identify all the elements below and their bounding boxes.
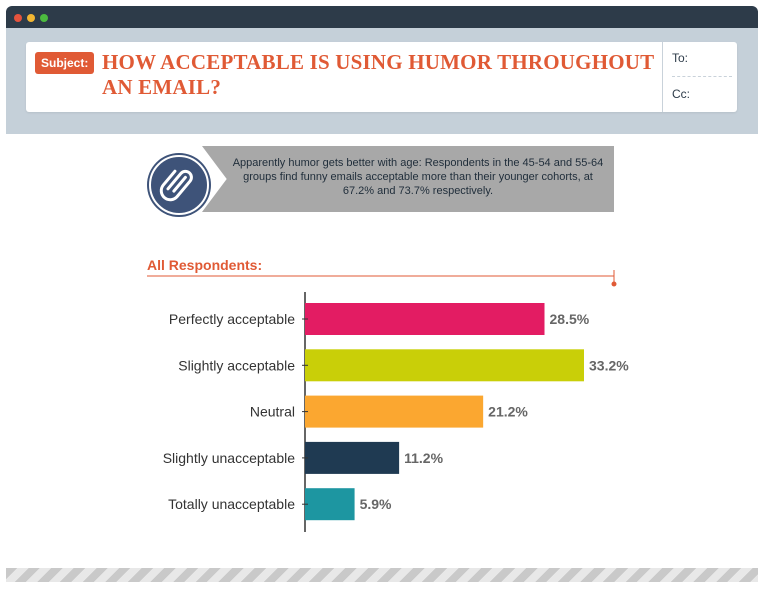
paperclip-icon <box>149 155 209 215</box>
email-header: Subject: HOW ACCEPTABLE IS USING HUMOR T… <box>6 28 758 134</box>
value-label: 5.9% <box>360 496 392 512</box>
value-label: 33.2% <box>589 357 629 373</box>
value-label: 11.2% <box>404 450 443 466</box>
insight-note: Apparently humor gets better with age: R… <box>202 146 614 212</box>
value-label: 28.5% <box>550 311 590 327</box>
chart-title: All Respondents: <box>147 257 262 273</box>
bar-slightly-unacceptable <box>305 441 400 474</box>
category-label: Perfectly acceptable <box>169 311 295 327</box>
bar-neutral <box>305 395 484 428</box>
footer-stripes <box>6 568 758 582</box>
category-label: Slightly unacceptable <box>163 450 296 466</box>
recipient-divider <box>672 76 732 77</box>
window-titlebar <box>6 6 758 28</box>
title-underline-dot <box>611 281 617 287</box>
bar-slightly-acceptable <box>305 349 584 382</box>
subject-badge: Subject: <box>35 52 95 74</box>
cc-label: Cc: <box>672 87 690 101</box>
category-label: Totally unacceptable <box>168 496 295 512</box>
email-window: Subject: HOW ACCEPTABLE IS USING HUMOR T… <box>6 6 758 582</box>
recipient-fields: To: Cc: <box>662 42 738 112</box>
close-dot-icon[interactable] <box>14 14 22 22</box>
minimize-dot-icon[interactable] <box>27 14 35 22</box>
to-label: To: <box>672 51 689 65</box>
category-label: Neutral <box>250 404 295 420</box>
page-title: HOW ACCEPTABLE IS USING HUMOR THROUGHOUT… <box>102 50 654 99</box>
paperclip-glyph-icon <box>159 169 193 202</box>
bar-perfectly-acceptable <box>305 303 545 335</box>
email-compose-box: Subject: HOW ACCEPTABLE IS USING HUMOR T… <box>26 42 737 112</box>
value-label: 21.2% <box>488 404 528 420</box>
bar-totally-unacceptable <box>305 488 355 521</box>
category-label: Slightly acceptable <box>178 357 295 373</box>
maximize-dot-icon[interactable] <box>40 14 48 22</box>
insight-note-text: Apparently humor gets better with age: R… <box>232 157 604 197</box>
